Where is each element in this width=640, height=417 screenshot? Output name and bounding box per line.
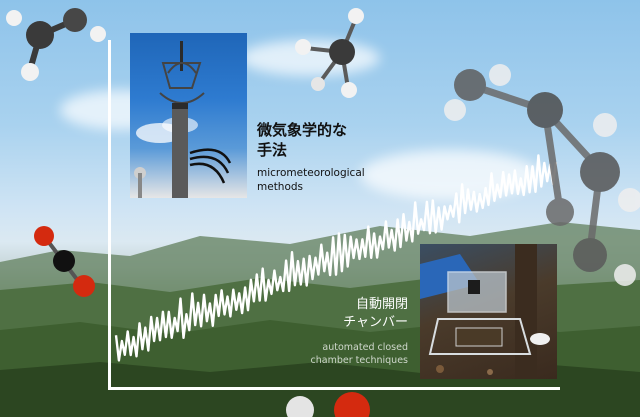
chamber-drawing — [420, 244, 550, 379]
micro-jp-line-1: 微気象学的な — [257, 121, 348, 139]
chamber-en-line-1: automated closed — [322, 342, 408, 353]
chamber-en-line-2: chamber techniques — [310, 355, 408, 366]
flux-trace-line — [114, 154, 558, 362]
chamber-jp-line-1: 自動開閉 — [355, 297, 408, 312]
micro-jp-line-2: 手法 — [257, 141, 288, 159]
large-molecule-right — [444, 64, 640, 286]
methane-molecule-top-left — [6, 8, 106, 81]
molecule-bottom-center — [286, 392, 370, 417]
chamber-label-en: automated closed chamber techniques — [311, 341, 408, 367]
chamber-label-jp: 自動開閉 チャンバー — [343, 296, 408, 332]
instrument-drawing — [134, 41, 232, 198]
micrometeorological-instrument-photo — [130, 33, 247, 198]
co2-molecule-left — [34, 226, 95, 297]
automated-chamber-photo — [420, 244, 557, 379]
y-axis-line — [108, 40, 111, 390]
x-axis-line — [108, 387, 560, 390]
micro-en-line-2: methods — [257, 181, 304, 193]
micro-en-line-1: micrometeorological — [257, 167, 365, 179]
micrometeorological-label-en: micrometeorological methods — [257, 166, 365, 194]
micrometeorological-label-jp: 微気象学的な 手法 — [257, 120, 347, 160]
methane-molecule-top — [295, 8, 364, 98]
chamber-jp-line-2: チャンバー — [343, 315, 408, 330]
